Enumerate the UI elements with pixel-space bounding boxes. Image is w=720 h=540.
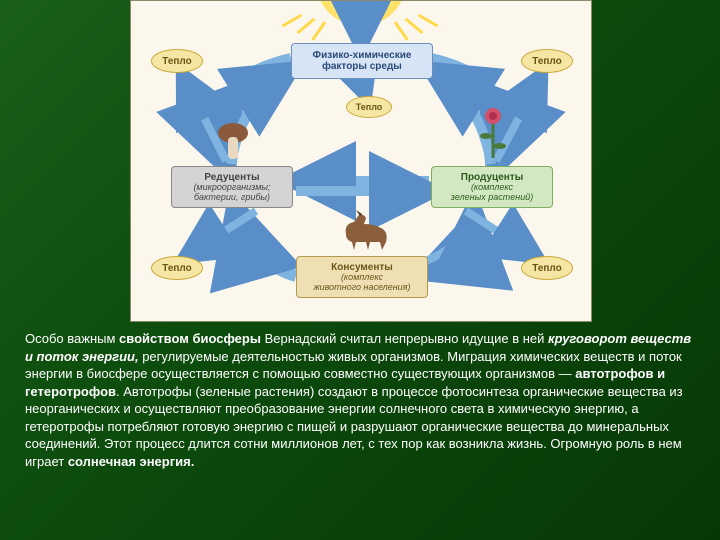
physchem-title: Физико-химические факторы среды <box>313 50 412 72</box>
reducers-sub: (микроорганизмы; бактерии, грибы) <box>193 183 270 203</box>
heat-oval-2: Тепло <box>346 96 392 118</box>
description-paragraph: Особо важным свойством биосферы Вернадск… <box>25 330 695 470</box>
consumers-title: Консументы <box>331 262 393 273</box>
t-b: свойством биосферы <box>119 331 261 346</box>
mushroom-icon <box>216 121 250 163</box>
heat-oval-4: Тепло <box>521 256 573 280</box>
horse-icon <box>336 206 396 254</box>
t-a: Особо важным <box>25 331 119 346</box>
producers-box: Продуценты (комплекс зеленых растений) <box>431 166 553 208</box>
t-c: Вернадский считал непрерывно идущие в не… <box>261 331 548 346</box>
consumers-box: Консументы (комплекс животного населения… <box>296 256 428 298</box>
producers-sub: (комплекс зеленых растений) <box>451 183 533 203</box>
energy-cycle-diagram: Солнечная энергия <box>130 0 592 322</box>
sun-label: Солнечная энергия <box>326 1 396 23</box>
producers-title: Продуценты <box>461 172 524 183</box>
heat-oval-1: Тепло <box>521 49 573 73</box>
heat-oval-0: Тепло <box>151 49 203 73</box>
t-h: солнечная энергия. <box>68 454 195 469</box>
rose-icon <box>476 106 510 162</box>
heat-oval-3: Тепло <box>151 256 203 280</box>
reducers-box: Редуценты (микроорганизмы; бактерии, гри… <box>171 166 293 208</box>
physchem-box: Физико-химические факторы среды <box>291 43 433 79</box>
consumers-sub: (комплекс животного населения) <box>313 273 410 293</box>
reducers-title: Редуценты <box>204 172 259 183</box>
